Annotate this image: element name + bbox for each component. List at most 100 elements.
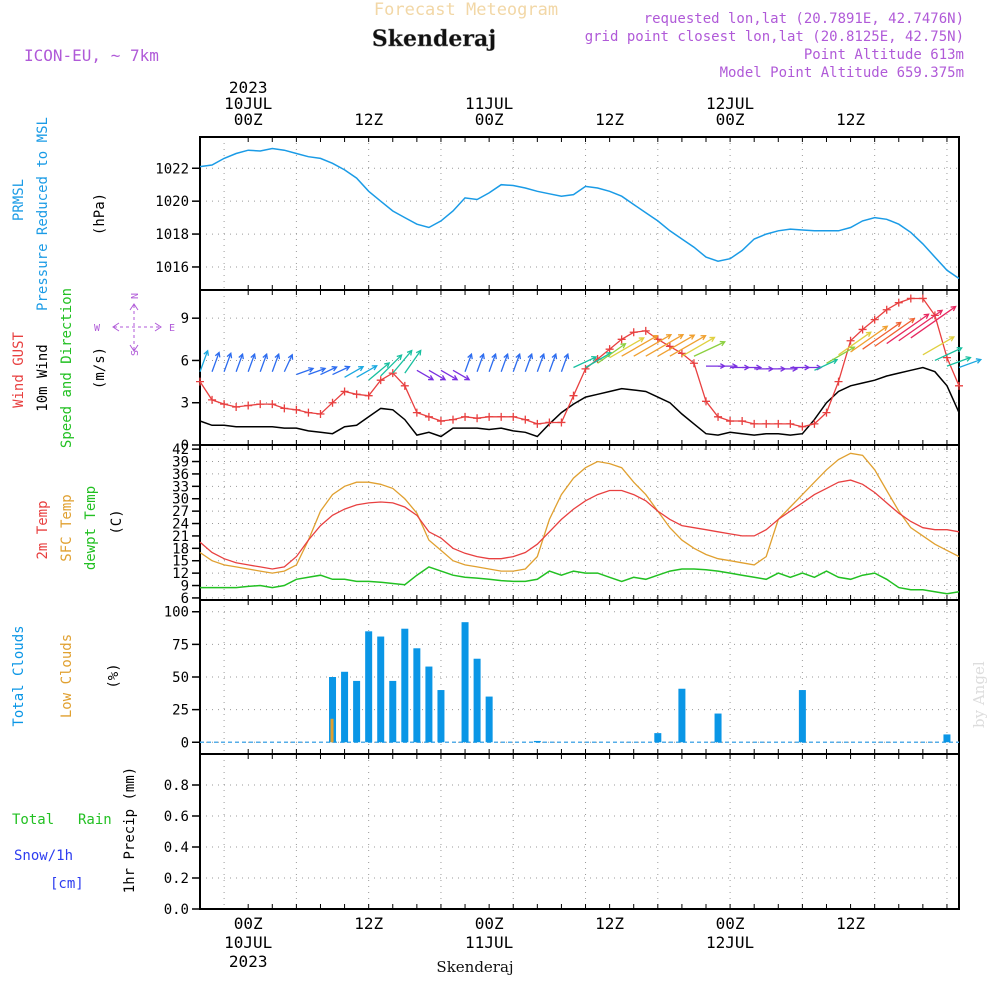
wind-arrow-shaft — [235, 353, 244, 372]
wind-arrow-head — [238, 352, 244, 360]
gust-marker — [786, 419, 795, 428]
wind-arrow-shaft — [271, 353, 280, 372]
wind-arrow-shaft — [308, 367, 326, 376]
gridpoint-coords: grid point closest lon,lat (20.8125E, 42… — [585, 29, 964, 45]
y-tick-label: 50 — [172, 670, 189, 686]
y-tick-label: 21 — [172, 529, 189, 545]
y-tick-label: 1018 — [155, 227, 189, 243]
wind-arrow-head — [274, 352, 281, 360]
wind-arrow-head — [262, 352, 269, 360]
wind-arrow-shaft — [404, 350, 422, 374]
total-cloud-bar — [798, 690, 806, 743]
wind-arrow-head — [287, 353, 294, 360]
wind-arrow-head — [203, 349, 210, 356]
gust-marker — [292, 405, 301, 414]
y-tick-label: 75 — [172, 637, 189, 653]
dewpt-line — [200, 566, 960, 595]
gust-marker — [244, 401, 253, 410]
wind-arrow-shaft — [681, 336, 715, 357]
wind-arrow-shaft — [862, 321, 902, 350]
gust-marker — [364, 391, 373, 400]
wind-arrow — [368, 362, 391, 381]
top-time-label: 11JUL — [465, 94, 513, 113]
wind-arrow — [898, 309, 944, 342]
gust-marker — [702, 397, 710, 406]
gust-marker — [762, 419, 771, 428]
wind-arrow-head — [396, 354, 403, 361]
bottom-time-label: 00Z — [475, 914, 504, 933]
y-tick-label: 39 — [172, 455, 189, 471]
wind-arrow-shaft — [199, 350, 209, 372]
wind-arrow-shaft — [476, 353, 485, 372]
wind-arrow — [814, 358, 839, 371]
wind-arrow — [922, 336, 956, 356]
wind-arrow — [452, 369, 471, 381]
wind-arrow-shaft — [826, 346, 855, 364]
gust-marker — [641, 326, 650, 335]
wind-arrow — [621, 334, 659, 357]
wind-arrow-head — [226, 352, 233, 359]
wind-arrow — [356, 365, 378, 378]
total-cloud-bar — [437, 690, 445, 743]
pressure-panel: 1016 1018 1020 1022 — [155, 136, 960, 291]
wind-arrow-shaft — [560, 353, 569, 372]
y-tick-label: 30 — [172, 492, 189, 508]
wind-arrow-shaft — [368, 362, 390, 381]
wind-arrow-shaft — [344, 366, 364, 378]
y-tick-label: 36 — [172, 467, 189, 483]
wind-arrow — [934, 347, 963, 362]
gust-marker — [629, 328, 638, 337]
wind-arrow — [488, 352, 497, 372]
wind-arrow-head — [950, 305, 957, 312]
wind-arrow — [548, 352, 558, 372]
label-wind-gust: Wind GUST — [11, 332, 27, 408]
gust-marker — [617, 335, 626, 344]
total-cloud-bar — [353, 680, 361, 743]
location-title: Skenderaj — [372, 26, 496, 52]
wind-arrow-shaft — [874, 318, 915, 347]
wind-arrow — [199, 349, 210, 372]
wind-arrow-head — [491, 352, 497, 360]
gust-marker — [882, 305, 891, 314]
wind-arrow — [308, 367, 327, 376]
y-tick-label: 0.2 — [164, 871, 189, 887]
wind-arrow-shaft — [693, 341, 726, 357]
total-cloud-bar — [413, 648, 421, 743]
gust-marker — [533, 419, 542, 428]
total-cloud-bar — [377, 636, 385, 743]
wind-arrow-shaft — [452, 369, 470, 381]
wind-arrow-shaft — [464, 353, 473, 372]
wind-arrow-shaft — [524, 353, 533, 372]
label-rain: Rain — [78, 812, 112, 828]
y-tick-label: 6 — [181, 353, 189, 369]
gust-marker — [316, 410, 325, 418]
gust-marker — [798, 422, 807, 431]
wind-arrow — [440, 369, 459, 381]
wind-arrow-head — [665, 334, 673, 340]
bottom-time-label: 00Z — [716, 914, 745, 933]
wind-arrow-head — [358, 365, 365, 372]
wind-arrow-shaft — [609, 337, 645, 359]
label-2m-temp: 2m Temp — [35, 500, 51, 559]
wind-arrow-head — [320, 367, 327, 373]
gust-line — [199, 297, 960, 428]
wind-arrow-shaft — [922, 336, 955, 356]
model-label: ICON-EU, ~ 7km — [24, 46, 159, 65]
gust-marker — [906, 294, 915, 303]
wind-arrow-shaft — [223, 353, 232, 372]
wind-arrow-head — [527, 352, 534, 360]
temperature-labels: 2m Temp SFC Temp dewpt Temp (C) — [35, 486, 125, 570]
wind-arrow-head — [956, 347, 963, 353]
bottom-time-label: 12Z — [595, 914, 624, 933]
total-cloud-bar — [485, 696, 493, 743]
wind-arrow-shaft — [356, 365, 378, 378]
wind-arrow-shaft — [512, 353, 521, 372]
y-tick-label: 9 — [181, 579, 189, 595]
gust-marker — [521, 415, 530, 424]
wind-arrow — [524, 352, 534, 372]
wind-arrow — [223, 352, 233, 372]
pressure-labels: PRMSL Pressure Reduced to MSL (hPa) — [11, 117, 108, 311]
